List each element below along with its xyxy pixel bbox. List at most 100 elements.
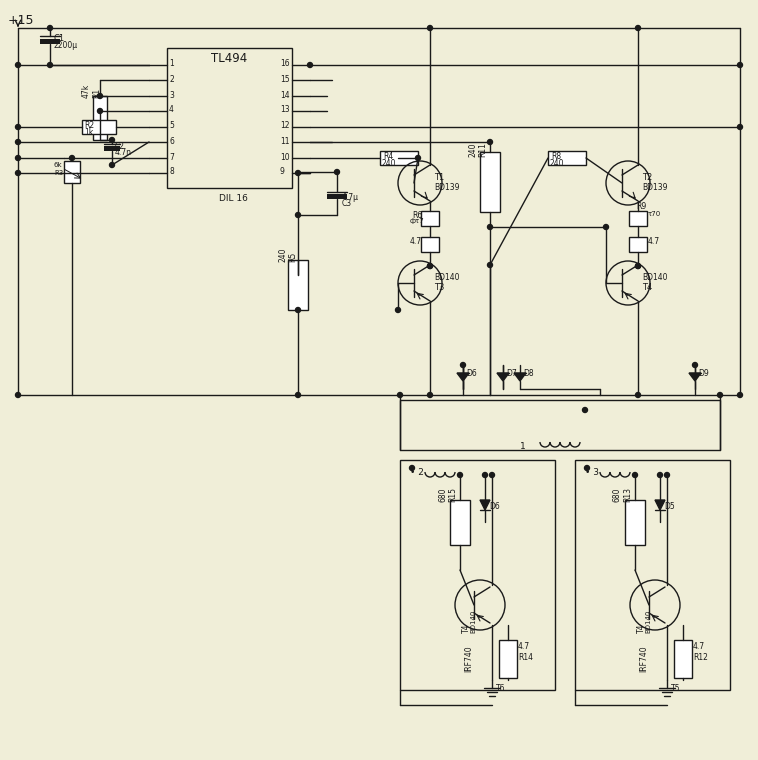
Text: D8: D8	[523, 369, 534, 378]
Circle shape	[458, 473, 462, 477]
Bar	[548, 151, 586, 165]
Text: R15: R15	[448, 487, 457, 502]
Text: BD140: BD140	[434, 273, 459, 282]
Circle shape	[70, 156, 74, 160]
Text: R4: R4	[383, 152, 393, 161]
Text: τ70: τ70	[648, 211, 661, 217]
Text: T4: T4	[637, 623, 646, 633]
Circle shape	[98, 93, 102, 99]
Text: BD140: BD140	[470, 610, 476, 633]
Circle shape	[15, 170, 20, 176]
Text: 7: 7	[169, 153, 174, 162]
Circle shape	[396, 308, 400, 312]
Circle shape	[738, 62, 743, 68]
Text: 5: 5	[169, 122, 174, 131]
Circle shape	[296, 170, 300, 176]
Bar	[575, 460, 730, 690]
Text: R3: R3	[54, 170, 63, 176]
Text: TL494: TL494	[211, 52, 247, 65]
Polygon shape	[689, 373, 701, 381]
Circle shape	[487, 140, 493, 144]
Text: T5: T5	[671, 684, 681, 693]
Text: BD139: BD139	[642, 183, 668, 192]
Text: 2200μ: 2200μ	[53, 41, 77, 50]
Text: 1: 1	[520, 442, 526, 451]
Bar	[380, 151, 418, 165]
Polygon shape	[497, 373, 509, 381]
Text: 240: 240	[550, 159, 565, 168]
Text: D5: D5	[664, 502, 675, 511]
Bar	[421, 211, 439, 226]
Circle shape	[665, 473, 669, 477]
Bar	[450, 500, 470, 545]
Text: 13: 13	[280, 106, 290, 115]
Bar	[82, 120, 116, 134]
Circle shape	[693, 363, 697, 368]
Bar	[167, 48, 292, 188]
Polygon shape	[457, 373, 469, 381]
Circle shape	[487, 224, 493, 230]
Bar	[629, 237, 647, 252]
Text: D9: D9	[698, 369, 709, 378]
Text: T3: T3	[434, 283, 444, 292]
Text: D6: D6	[466, 369, 477, 378]
Text: 3: 3	[169, 90, 174, 100]
Text: D6: D6	[489, 502, 500, 511]
Text: 12: 12	[280, 122, 290, 131]
Text: IRF740: IRF740	[639, 645, 648, 672]
Text: D7: D7	[506, 369, 517, 378]
Text: +15: +15	[8, 14, 35, 27]
Text: 11: 11	[280, 137, 290, 145]
Circle shape	[15, 62, 20, 68]
Bar	[40, 39, 60, 44]
Circle shape	[632, 473, 637, 477]
Circle shape	[15, 392, 20, 397]
Text: 47k: 47k	[82, 84, 91, 98]
Bar	[288, 260, 308, 310]
Circle shape	[657, 473, 662, 477]
Text: 240: 240	[278, 248, 287, 262]
Circle shape	[296, 392, 300, 397]
Text: DIL 16: DIL 16	[219, 194, 248, 203]
Bar	[629, 211, 647, 226]
Circle shape	[483, 473, 487, 477]
Text: R11: R11	[478, 142, 487, 157]
Bar	[421, 237, 439, 252]
Text: • 2: • 2	[410, 468, 424, 477]
Circle shape	[582, 407, 587, 413]
Circle shape	[635, 392, 641, 397]
Text: BD139: BD139	[434, 183, 459, 192]
Text: T2: T2	[642, 173, 652, 182]
Polygon shape	[655, 500, 665, 510]
Bar	[674, 640, 692, 678]
Polygon shape	[480, 500, 490, 510]
Text: R1: R1	[92, 88, 101, 98]
Circle shape	[487, 262, 493, 268]
Text: R14: R14	[518, 653, 533, 662]
Bar	[480, 152, 500, 212]
Text: 2: 2	[169, 74, 174, 84]
Text: R8: R8	[551, 152, 561, 161]
Text: фτ7: фτ7	[410, 218, 424, 224]
Circle shape	[635, 264, 641, 268]
Text: 16: 16	[280, 59, 290, 68]
Bar	[93, 96, 107, 140]
Text: 4.7: 4.7	[648, 237, 660, 246]
Circle shape	[461, 363, 465, 368]
Text: C3: C3	[342, 199, 352, 208]
Text: 4.7: 4.7	[518, 642, 530, 651]
Text: R13: R13	[623, 487, 632, 502]
Text: IRF740: IRF740	[464, 645, 473, 672]
Bar	[499, 640, 517, 678]
Circle shape	[397, 392, 402, 397]
Text: 6: 6	[169, 137, 174, 145]
Text: 9: 9	[280, 167, 285, 176]
Circle shape	[490, 473, 494, 477]
Text: 15: 15	[280, 74, 290, 84]
Bar	[625, 500, 645, 545]
Text: T4: T4	[642, 283, 652, 292]
Circle shape	[635, 264, 641, 268]
Text: R6: R6	[412, 211, 422, 220]
Text: 240: 240	[382, 159, 396, 168]
Text: 4.7: 4.7	[410, 237, 422, 246]
